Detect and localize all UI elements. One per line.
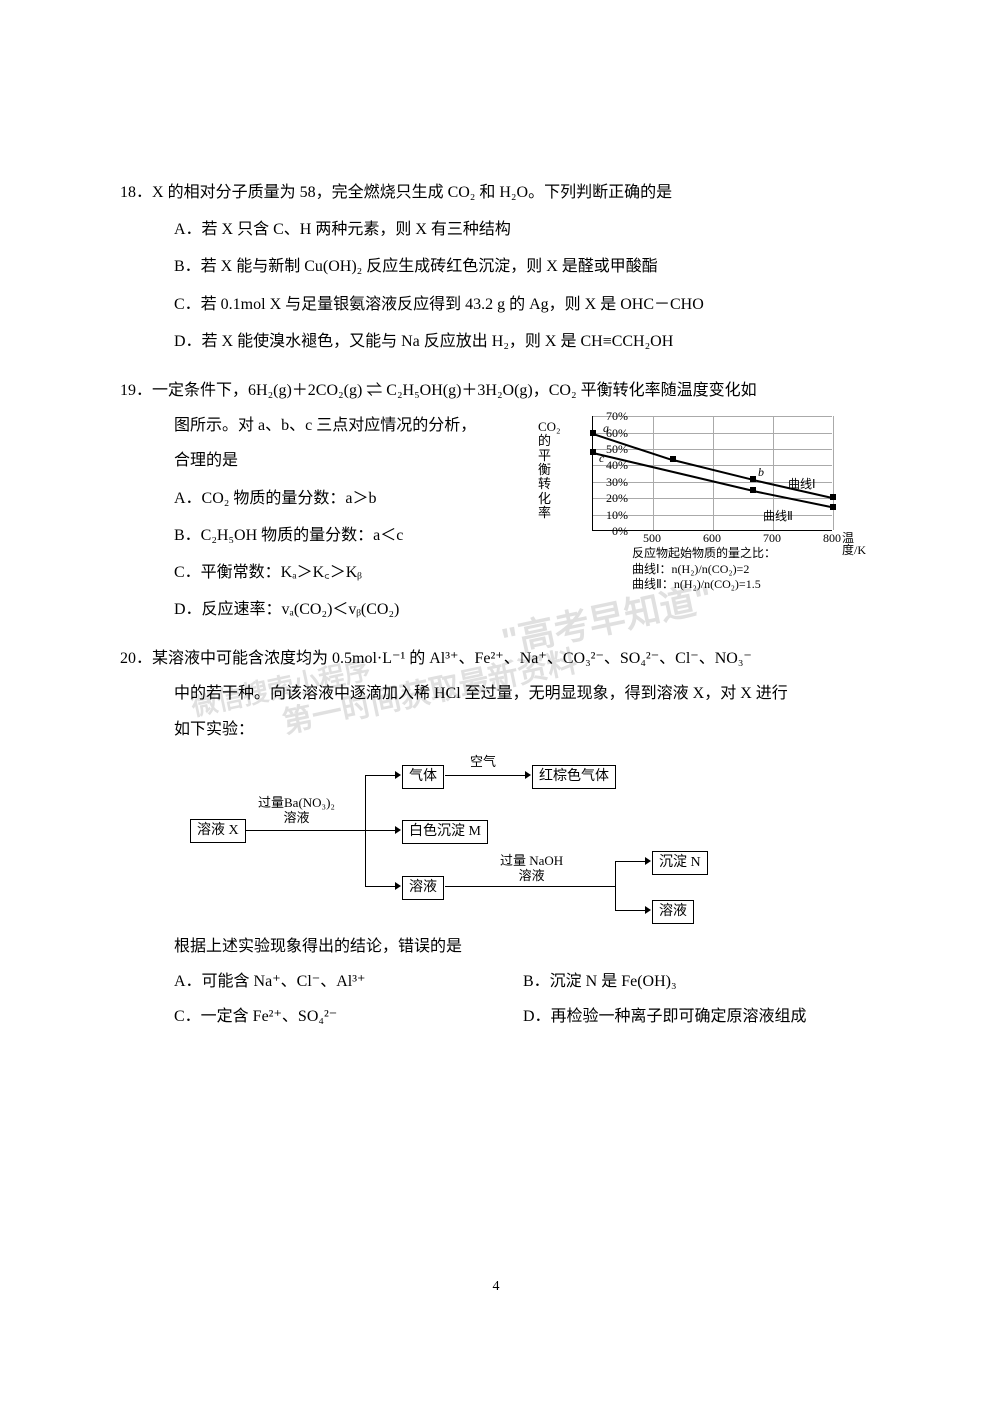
chart-xtick-600: 600 [703,532,721,544]
q20-flowchart: 溶液 X 过量Ba(NO₃)₂溶液 气体 白色沉淀 M 溶液 空气 红棕色气体 … [190,753,790,921]
flow-box-solution-x: 溶液 X [190,819,246,843]
chart-ytick-20: 20% [606,492,628,504]
flow-box-red-brown-gas: 红棕色气体 [532,765,616,789]
q20-option-d: D．再检验一种离子即可确定原溶液组成 [523,999,872,1034]
flow-box-solution-1: 溶液 [402,876,444,900]
flow-reagent-1: 过量Ba(NO₃)₂溶液 [258,795,335,826]
chart-curve2-label: 曲线Ⅱ [763,510,793,522]
chart-label-c: c [599,452,604,464]
q18-stem: 18．X 的相对分子质量为 58，完全燃烧只生成 CO₂ 和 H₂O。下列判断正… [120,175,872,210]
q18-option-c: C．若 0.1mol X 与足量银氨溶液反应得到 43.2 g 的 Ag，则 X… [120,287,872,322]
q19-chart: CO₂ 的平衡转化率 [532,408,872,598]
q19-num: 19． [120,382,152,399]
q19-stem-line3: 合理的是 [120,443,500,478]
flow-reagent-2: 过量 NaOH溶液 [500,853,563,884]
q18-num: 18． [120,184,152,201]
flow-box-solution-2: 溶液 [652,900,694,924]
chart-xtick-800: 800 [823,532,841,544]
question-18: 18．X 的相对分子质量为 58，完全燃烧只生成 CO₂ 和 H₂O。下列判断正… [120,175,872,359]
q18-option-b: B．若 X 能与新制 Cu(OH)₂ 反应生成砖红色沉淀，则 X 是醛或甲酸酯 [120,249,872,284]
q19-option-d: D．反应速率：vₐ(CO₂)＜vᵦ(CO₂) [120,592,500,627]
q19-option-b: B．C₂H₅OH 物质的量分数：a＜c [120,518,500,553]
chart-x-axis-title: 温度/K [842,532,872,556]
q19-stem-line1: 19．一定条件下，6H₂(g)＋2CO₂(g) ⇌ C₂H₅OH(g)＋3H₂O… [120,373,872,408]
chart-legend-2: 曲线Ⅱ：n(H₂)/n(CO₂)=1.5 [632,577,776,593]
q20-option-c: C．一定含 Fe²⁺、SO₄²⁻ [174,999,523,1034]
q20-num: 20． [120,650,152,667]
q18-text: X 的相对分子质量为 58，完全燃烧只生成 CO₂ 和 H₂O。下列判断正确的是 [152,184,672,201]
q20-stem-line3: 如下实验： [120,712,872,747]
chart-xtick-700: 700 [763,532,781,544]
flow-box-gas: 气体 [402,765,444,789]
chart-y-axis-title: CO₂ 的平衡转化率 [538,420,552,520]
chart-ytick-30: 30% [606,476,628,488]
chart-legend-1: 曲线Ⅰ：n(H₂)/n(CO₂)=2 [632,562,776,578]
q20-option-b: B．沉淀 N 是 Fe(OH)₃ [523,964,872,999]
chart-ytick-70: 70% [606,410,628,422]
chart-ytick-0: 0% [612,525,628,537]
q18-option-a: A．若 X 只含 C、H 两种元素，则 X 有三种结构 [120,212,872,247]
q20-option-a: A．可能含 Na⁺、Cl⁻、Al³⁺ [174,964,523,999]
q19-stem-line2: 图所示。对 a、b、c 三点对应情况的分析， [120,408,500,443]
chart-curve1-label: 曲线Ⅰ [788,478,816,490]
q19-text1: 一定条件下，6H₂(g)＋2CO₂(g) ⇌ C₂H₅OH(g)＋3H₂O(g)… [152,382,757,399]
chart-legend-title: 反应物起始物质的量之比： [632,546,776,562]
page-number: 4 [493,1272,500,1303]
flow-box-white-precipitate: 白色沉淀 M [402,820,488,844]
chart-ytick-50: 50% [606,443,628,455]
chart-xtick-500: 500 [643,532,661,544]
flow-label-air: 空气 [470,754,496,770]
chart-ytick-40: 40% [606,459,628,471]
question-19: 19．一定条件下，6H₂(g)＋2CO₂(g) ⇌ C₂H₅OH(g)＋3H₂O… [120,373,872,627]
q19-option-c: C．平衡常数：Kₐ＞K꜀＞Kᵦ [120,555,500,590]
q20-stem-line1: 20．某溶液中可能含浓度均为 0.5mol·L⁻¹ 的 Al³⁺、Fe²⁺、Na… [120,641,872,676]
question-20: 20．某溶液中可能含浓度均为 0.5mol·L⁻¹ 的 Al³⁺、Fe²⁺、Na… [120,641,872,1034]
q20-stem-line2: 中的若干种。向该溶液中逐滴加入稀 HCl 至过量，无明显现象，得到溶液 X，对 … [120,676,872,711]
chart-ytick-10: 10% [606,509,628,521]
flow-box-precipitate-n: 沉淀 N [652,851,708,875]
chart-label-b: b [758,466,764,478]
chart-plot-area: a b c 曲线Ⅰ 曲线Ⅱ [592,416,832,531]
chart-ytick-60: 60% [606,427,628,439]
chart-legend: 反应物起始物质的量之比： 曲线Ⅰ：n(H₂)/n(CO₂)=2 曲线Ⅱ：n(H₂… [632,546,776,593]
q20-text1: 某溶液中可能含浓度均为 0.5mol·L⁻¹ 的 Al³⁺、Fe²⁺、Na⁺、C… [152,650,752,667]
q20-conclusion: 根据上述实验现象得出的结论，错误的是 [120,929,872,964]
q19-option-a: A．CO₂ 物质的量分数：a＞b [120,481,500,516]
q18-option-d: D．若 X 能使溴水褪色，又能与 Na 反应放出 H₂，则 X 是 CH≡CCH… [120,324,872,359]
